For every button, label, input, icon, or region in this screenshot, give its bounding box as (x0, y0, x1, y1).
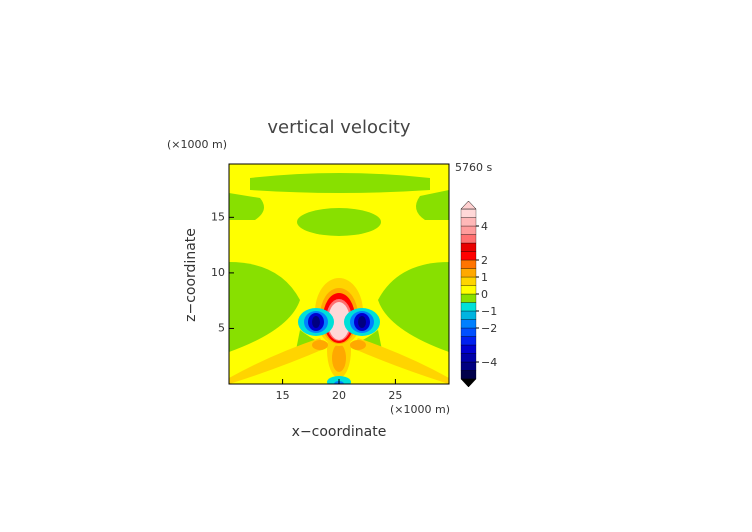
contour-field (229, 164, 449, 384)
colorbar-band (460, 234, 477, 244)
y-tick-label: 15 (211, 210, 225, 223)
contour-region (378, 262, 449, 352)
x-tick-label: 25 (388, 389, 402, 402)
colorbar-band (460, 302, 477, 312)
contour-region (229, 193, 264, 220)
colorbar-band (460, 217, 477, 227)
contour-region (250, 173, 430, 193)
colorbar-band (460, 276, 477, 286)
contour-region (350, 340, 366, 350)
contour-region (312, 340, 328, 350)
contour-region (328, 302, 350, 340)
y-tick-label: 5 (218, 321, 225, 334)
contour-region (332, 344, 346, 372)
colorbar-under (460, 378, 477, 388)
colorbar-band (460, 327, 477, 337)
contour-region (297, 208, 381, 236)
colorbar-band (460, 344, 477, 354)
colorbar-band (460, 319, 477, 329)
x-tick-label: 15 (276, 389, 290, 402)
colorbar-tick-label: −1 (481, 305, 497, 318)
contour-region (352, 338, 449, 384)
colorbar-tick-label: 1 (481, 271, 488, 284)
colorbar-tick-label: 0 (481, 288, 488, 301)
colorbar-band (460, 370, 477, 380)
contour-region (229, 262, 300, 352)
x-axis-label: x−coordinate (292, 424, 387, 440)
colorbar-band (460, 225, 477, 235)
y-axis-label: z−coordinate (183, 228, 199, 322)
chart-title: vertical velocity (267, 117, 411, 138)
colorbar-band (460, 242, 477, 252)
colorbar-band (460, 353, 477, 363)
colorbar-tick-label: 2 (481, 254, 488, 267)
contour-region (416, 190, 449, 220)
colorbar-band (460, 336, 477, 346)
colorbar-band (460, 310, 477, 320)
y-unit: (×1000 m) (167, 138, 227, 151)
colorbar-tick-label: −4 (481, 356, 497, 369)
contour-region (312, 316, 320, 328)
colorbar-band (460, 268, 477, 278)
colorbar-band (460, 251, 477, 261)
colorbar-band (460, 293, 477, 303)
colorbar-band (460, 208, 477, 218)
time-label: 5760 s (455, 161, 492, 174)
y-tick-label: 10 (211, 266, 225, 279)
contour-region (358, 316, 366, 328)
colorbar-band (460, 259, 477, 269)
contour-region (229, 338, 326, 384)
colorbar-tick-label: −2 (481, 322, 497, 335)
x-tick-label: 20 (332, 389, 346, 402)
colorbar-over (460, 200, 477, 210)
colorbar-tick-label: 4 (481, 220, 488, 233)
colorbar-band (460, 285, 477, 295)
x-unit: (×1000 m) (390, 403, 450, 416)
colorbar-band (460, 361, 477, 371)
